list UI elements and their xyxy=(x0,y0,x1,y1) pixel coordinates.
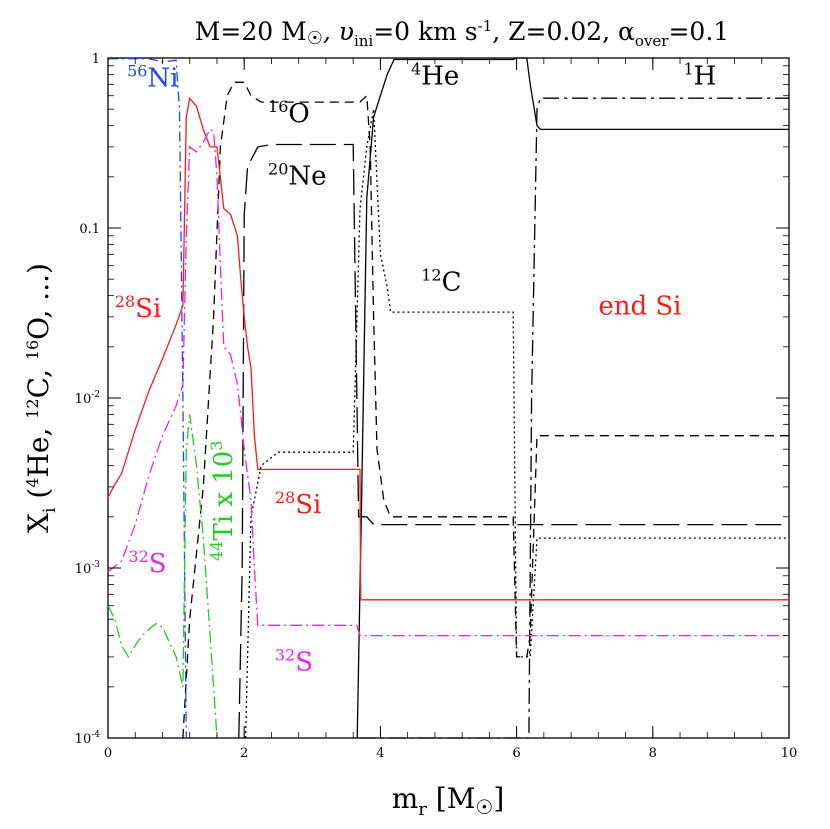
chart-title: M=20 M☉, υini=0 km s-1, Z=0.02, αover=0.… xyxy=(195,17,729,50)
series-line-1h xyxy=(360,97,789,739)
ylabel-rest1: ( xyxy=(22,488,55,508)
y-tick-label: 10-3 xyxy=(75,560,101,577)
ylabel-he-sup: 4 xyxy=(23,478,42,488)
series-line-44ti-x-10-3 xyxy=(107,414,218,739)
tick-layer: 0 2 4 6 8 10 1 0.1 10-2 10-3 10-4 xyxy=(75,52,798,761)
ti44-sup: 44 xyxy=(207,541,226,561)
title-vel: , υ xyxy=(323,17,354,46)
title-alpha-val: =0.1 xyxy=(668,17,729,46)
ylabel-x: X xyxy=(22,513,55,533)
series-line-56ni xyxy=(108,58,187,739)
annotation-end-si: end Si xyxy=(598,291,681,321)
ylabel-c: C, xyxy=(22,360,55,398)
series-line-28si xyxy=(107,96,789,601)
ylabel-sub: i xyxy=(40,507,60,513)
title-alpha-sub: over xyxy=(635,32,669,50)
annotation-s32-left: 32S xyxy=(128,547,166,579)
title-mass: M=20 M xyxy=(195,17,307,46)
annotation-si28-left: 28Si xyxy=(115,292,162,324)
series-line-12c xyxy=(244,109,789,739)
annotation-h1: 1H xyxy=(683,59,716,91)
ti44-text: Ti x 10 xyxy=(209,451,239,541)
ylabel-o-sup: 16 xyxy=(23,340,42,360)
title-z: , Z=0.02, α xyxy=(492,17,635,46)
x-tick-label-6: 6 xyxy=(512,746,520,761)
y-tick-label: 10-4 xyxy=(75,730,101,747)
series-line-32s xyxy=(107,128,789,637)
title-vel-val: =0 km s xyxy=(373,17,477,46)
ti44-exp: 3 xyxy=(207,441,226,451)
ti44-label: 44Ti x 103 xyxy=(207,441,239,561)
x-tick-label-10: 10 xyxy=(781,746,798,761)
xlabel-m: m xyxy=(392,782,419,815)
series-line-4he xyxy=(356,57,789,739)
series-layer xyxy=(107,57,789,739)
series-line-20ne xyxy=(238,143,789,739)
y-tick-label: 10-2 xyxy=(75,390,100,407)
xlabel-close: ] xyxy=(493,782,504,815)
x-tick-label-8: 8 xyxy=(649,746,657,761)
xlabel-sub: r xyxy=(418,799,427,820)
x-tick-label-2: 2 xyxy=(240,746,248,761)
annotation-si28-mid: 28Si xyxy=(275,488,322,520)
annotation-c12: 12C xyxy=(421,265,461,297)
title-sun: ☉ xyxy=(307,28,323,49)
ylabel-o: O, ...) xyxy=(22,263,55,340)
x-tick-label-4: 4 xyxy=(376,746,384,761)
ylabel-he: He, xyxy=(22,419,55,478)
title-vel-sub: ini xyxy=(354,32,373,50)
annotation-layer: 56Ni 16O 20Ne 4He 1H 28Si 12C end Si 28Si 32S 32S xyxy=(115,59,717,677)
xlabel-open: [M xyxy=(427,782,476,815)
ylabel-c-sup: 12 xyxy=(23,398,42,418)
annotation-ni56: 56Ni xyxy=(127,61,178,93)
y-axis-title: Xi (4He, 12C, 16O, ...) xyxy=(22,263,60,533)
y-tick-label: 1 xyxy=(92,52,100,67)
x-tick-label-0: 0 xyxy=(104,746,112,761)
title-vel-exp: -1 xyxy=(478,17,493,35)
annotation-o16: 16O xyxy=(268,97,310,129)
annotation-ne20: 20Ne xyxy=(268,160,327,192)
y-tick-label: 0.1 xyxy=(79,222,100,237)
x-axis-title: mr [M☉] xyxy=(392,782,505,820)
xlabel-sun: ☉ xyxy=(475,795,493,819)
annotation-he4: 4He xyxy=(411,59,459,91)
annotation-s32-mid: 32S xyxy=(275,645,313,677)
series-line-16o xyxy=(182,81,789,739)
